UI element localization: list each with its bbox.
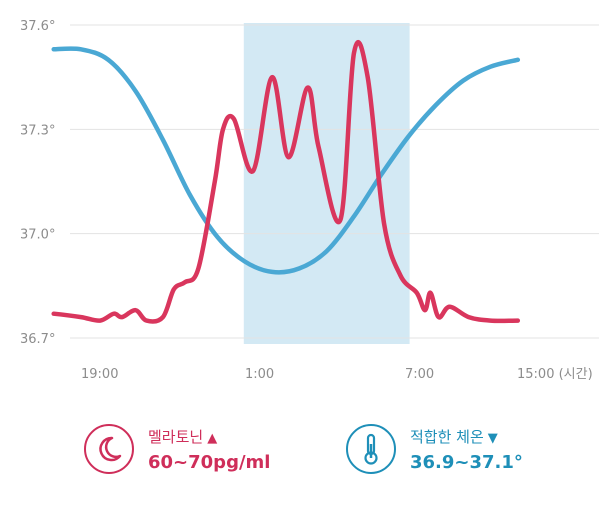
y-tick-label: 36.7°: [20, 332, 55, 347]
legend-temperature-label: 적합한 체온 ▼: [410, 428, 498, 446]
legend-melatonin-value: 60~70pg/ml: [148, 452, 271, 473]
melatonin-line: [51, 40, 521, 324]
legend-temperature-value: 36.9~37.1°: [410, 452, 523, 473]
y-tick-label: 37.6°: [20, 19, 55, 34]
x-tick-label: 1:00: [245, 367, 274, 382]
x-tick-label: 7:00: [405, 367, 434, 382]
x-tick-label: 15:00 (시간): [517, 367, 593, 382]
down-arrow-icon: ▼: [487, 431, 498, 446]
y-tick-label: 37.0°: [20, 228, 55, 243]
line-chart: 37.6° 37.3° 37.0° 36.7° 19:00 1:00 7:00 15:00 …: [20, 19, 599, 382]
thermometer-icon: [346, 424, 396, 474]
legend-melatonin-label: 멜라토닌 ▲: [148, 428, 218, 446]
body-temperature-line: [51, 46, 521, 275]
moon-icon: [84, 424, 134, 474]
y-tick-label: 37.3°: [20, 123, 55, 138]
up-arrow-icon: ▲: [207, 431, 218, 446]
x-tick-label: 19:00: [81, 367, 118, 382]
